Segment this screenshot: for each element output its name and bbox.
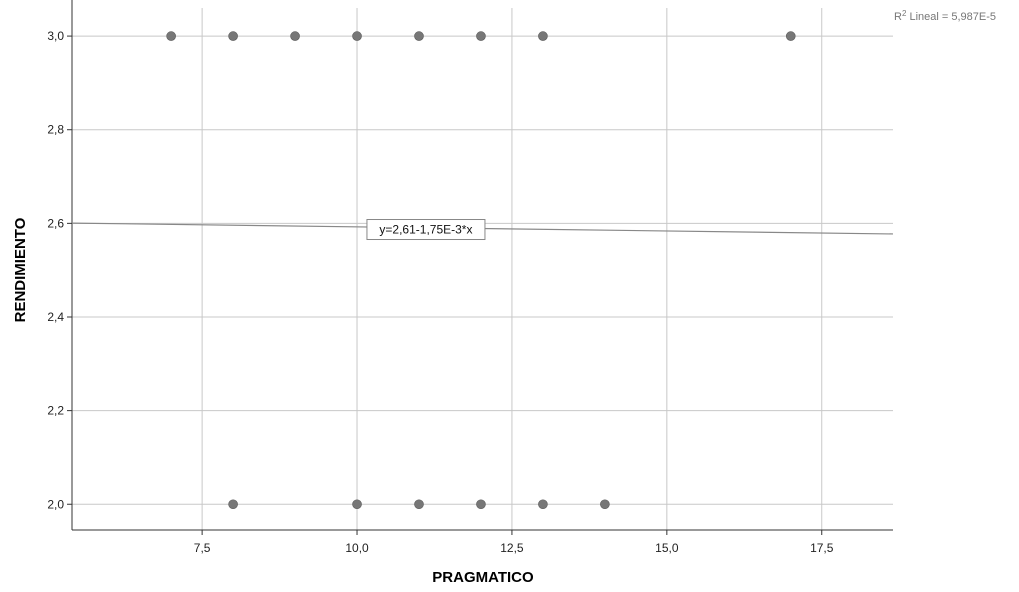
r2-superscript: 2 bbox=[902, 9, 907, 18]
x-tick-label: 10,0 bbox=[345, 541, 369, 555]
data-point bbox=[785, 31, 796, 41]
data-point bbox=[228, 31, 238, 41]
y-tick-label: 3,0 bbox=[47, 29, 64, 43]
x-tick-label: 17,5 bbox=[810, 541, 834, 555]
data-points bbox=[166, 31, 796, 510]
axes bbox=[67, 0, 893, 535]
data-point bbox=[538, 31, 548, 41]
data-point bbox=[352, 499, 362, 510]
x-axis-title: PRAGMATICO bbox=[432, 569, 534, 586]
data-point bbox=[476, 499, 486, 510]
data-point bbox=[600, 499, 610, 510]
data-point bbox=[228, 499, 238, 510]
y-tick-label: 2,0 bbox=[47, 497, 64, 511]
x-tick-label: 12,5 bbox=[500, 541, 524, 555]
x-tick-label: 7,5 bbox=[194, 541, 211, 555]
r2-prefix: R bbox=[894, 11, 902, 23]
y-tick-label: 2,2 bbox=[47, 404, 64, 418]
data-point bbox=[290, 31, 300, 41]
y-tick-label: 2,4 bbox=[47, 310, 64, 324]
fit-equation-box bbox=[366, 219, 486, 241]
y-tick-label: 2,8 bbox=[47, 123, 64, 137]
data-point bbox=[166, 31, 176, 41]
r2-text: Lineal = 5,987E-5 bbox=[906, 11, 996, 23]
data-point bbox=[352, 31, 362, 41]
fit-equation-label: y=2,61-1,75E-3*x bbox=[366, 219, 486, 241]
tick-labels: 2,0 2,2 2,4 2,6 2,8 3,0 7,5 10,0 12,5 15,0 17,5 bbox=[47, 29, 833, 555]
data-point bbox=[538, 499, 548, 510]
x-tick-label: 15,0 bbox=[655, 541, 679, 555]
data-point bbox=[414, 31, 424, 41]
y-axis-title: RENDIMIENTO bbox=[12, 217, 29, 322]
y-tick-label: 2,6 bbox=[47, 216, 64, 230]
fit-equation-text: y=2,61-1,75E-3*x bbox=[379, 223, 472, 237]
data-point bbox=[414, 499, 424, 510]
data-point bbox=[476, 31, 486, 41]
r2-annotation: R2 Lineal = 5,987E-5 bbox=[894, 9, 996, 24]
gridlines bbox=[72, 8, 893, 530]
